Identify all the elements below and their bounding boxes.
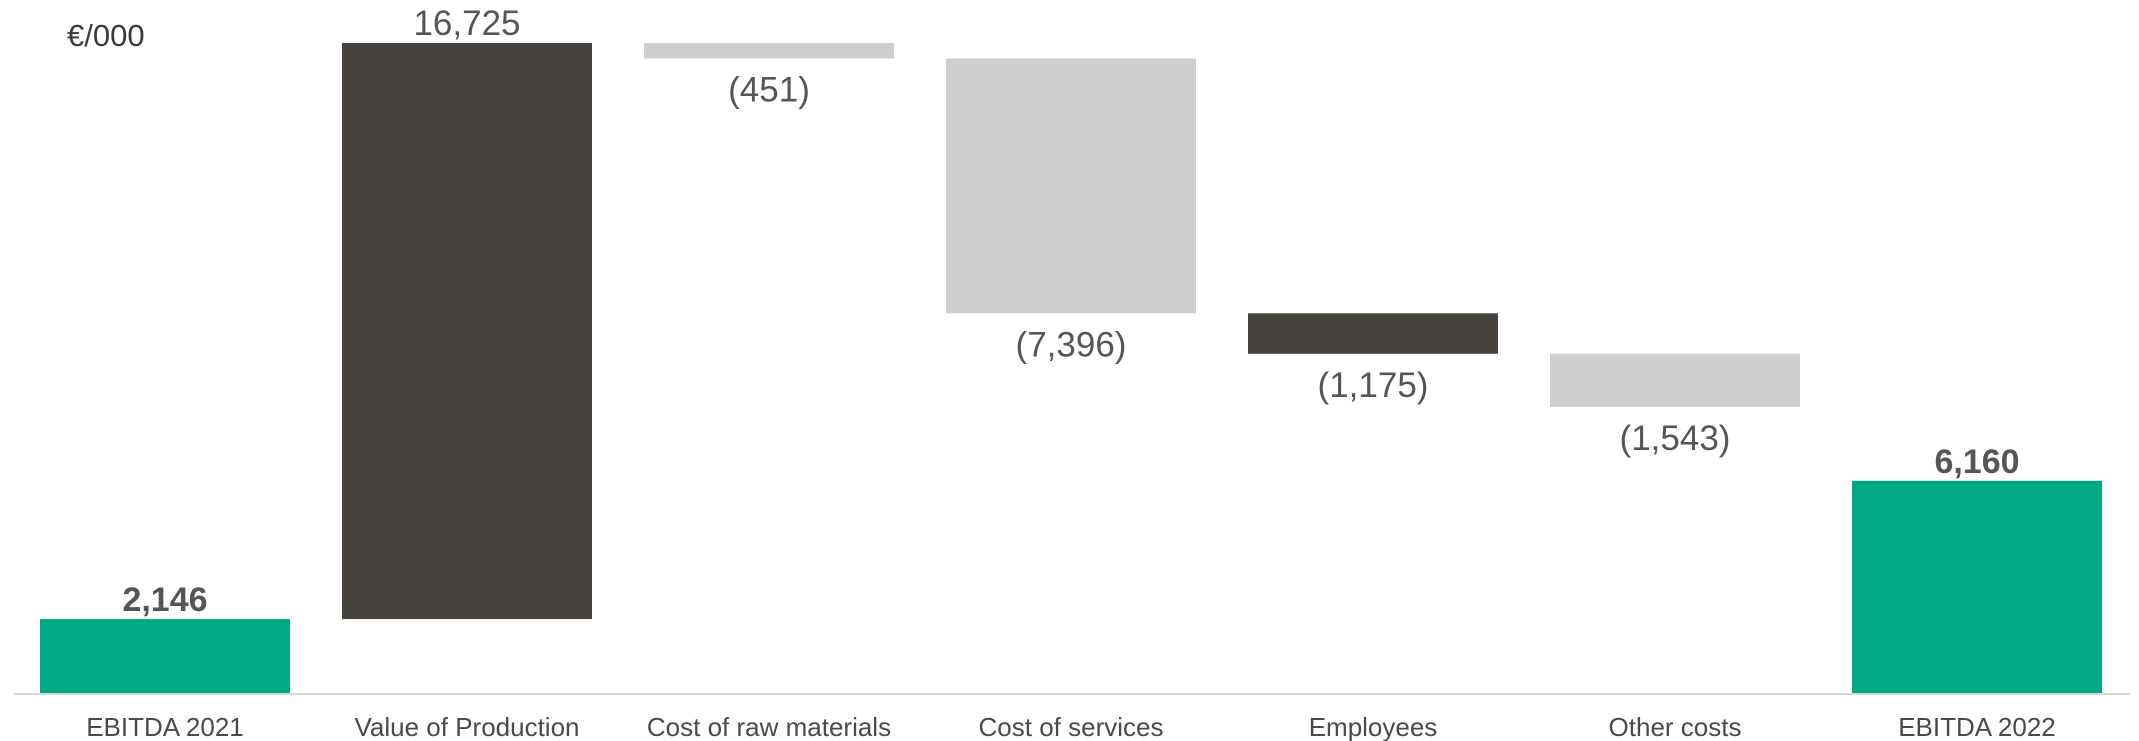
- data-label-employees: (1,175): [1318, 366, 1429, 405]
- category-label-ebitda-2022: EBITDA 2022: [1898, 712, 2056, 741]
- category-label-ebitda-2021: EBITDA 2021: [86, 712, 244, 741]
- chart-value-labels: 2,146 16,725 (451) (7,396) (1,175) (1,543) 6,1…: [122, 4, 2019, 619]
- bar-ebitda-2022: [1852, 480, 2102, 693]
- chart-category-labels: EBITDA 2021 Value of Production Cost of ra…: [86, 712, 2056, 741]
- unit-label: €/000: [67, 18, 145, 53]
- category-label-employees: Employees: [1309, 712, 1438, 741]
- bar-other-costs: [1550, 353, 1800, 407]
- data-label-cost-of-services: (7,396): [1016, 325, 1127, 364]
- data-label-value-of-production: 16,725: [413, 4, 520, 43]
- bar-employees: [1248, 313, 1498, 354]
- data-label-other-costs: (1,543): [1620, 419, 1731, 458]
- data-label-ebitda-2021: 2,146: [122, 581, 207, 619]
- bar-value-of-production: [342, 43, 592, 620]
- bar-cost-of-raw-materials: [644, 43, 894, 59]
- bar-cost-of-services: [946, 58, 1196, 314]
- data-label-cost-of-raw-materials: (451): [728, 71, 810, 110]
- category-label-cost-of-raw-materials: Cost of raw materials: [647, 712, 891, 741]
- data-label-ebitda-2022: 6,160: [1934, 443, 2019, 481]
- chart-bars: [40, 43, 2102, 693]
- category-label-value-of-production: Value of Production: [355, 712, 580, 741]
- bar-ebitda-2021: [40, 619, 290, 693]
- category-label-cost-of-services: Cost of services: [979, 712, 1164, 741]
- category-label-other-costs: Other costs: [1609, 712, 1742, 741]
